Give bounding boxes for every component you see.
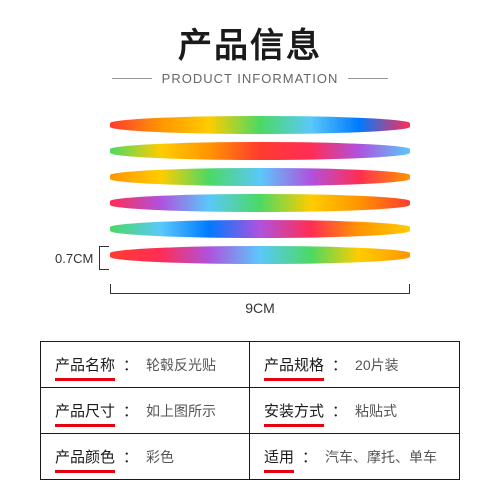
width-marker: 9CM [110,284,410,316]
spec-cell: 产品名称 ： 轮毂反光贴 [41,342,250,387]
spec-cell: 适用 ： 汽车、摩托、单车 [250,433,459,479]
spec-key: 安装方式 [264,400,324,421]
strip-group [110,116,410,272]
spec-key: 产品尺寸 [55,400,115,421]
spec-cell: 产品尺寸 ： 如上图所示 [41,387,250,433]
spec-key: 适用 [264,446,294,467]
page-subtitle: PRODUCT INFORMATION [0,71,500,86]
spec-colon: ： [123,400,138,421]
spec-colon: ： [332,354,347,375]
dimension-diagram: 0.7CM 9CM [0,96,500,336]
width-label: 9CM [110,300,410,316]
header: 产品信息 PRODUCT INFORMATION [0,0,500,86]
spec-cell: 安装方式 ： 粘贴式 [250,387,459,433]
height-marker: 0.7CM [55,246,109,270]
spec-colon: ： [123,446,138,467]
spec-value: 汽车、摩托、单车 [325,447,437,467]
spec-key: 产品颜色 [55,446,115,467]
reflective-strip [110,246,410,264]
page-subtitle-text: PRODUCT INFORMATION [162,71,339,86]
spec-value: 粘贴式 [355,401,397,421]
reflective-strip [110,116,410,134]
reflective-strip [110,142,410,160]
spec-value: 如上图所示 [146,401,216,421]
spec-colon: ： [332,400,347,421]
spec-colon: ： [302,446,317,467]
spec-key: 产品名称 [55,354,115,375]
reflective-strip [110,220,410,238]
reflective-strip [110,194,410,212]
spec-value: 彩色 [146,447,174,467]
bracket-vertical-icon [99,246,109,270]
spec-cell: 产品规格 ： 20片装 [250,342,459,387]
spec-value: 轮毂反光贴 [146,355,216,375]
spec-value: 20片装 [355,355,399,375]
page-title: 产品信息 [0,18,500,67]
bracket-horizontal-icon [110,284,410,294]
spec-cell: 产品颜色 ： 彩色 [41,433,250,479]
reflective-strip [110,168,410,186]
spec-key: 产品规格 [264,354,324,375]
spec-colon: ： [123,354,138,375]
height-label: 0.7CM [55,251,93,266]
spec-table: 产品名称 ： 轮毂反光贴 产品规格 ： 20片装产品尺寸 ： 如上图所示 安装方式 ： 粘贴式产品颜… [40,341,460,480]
